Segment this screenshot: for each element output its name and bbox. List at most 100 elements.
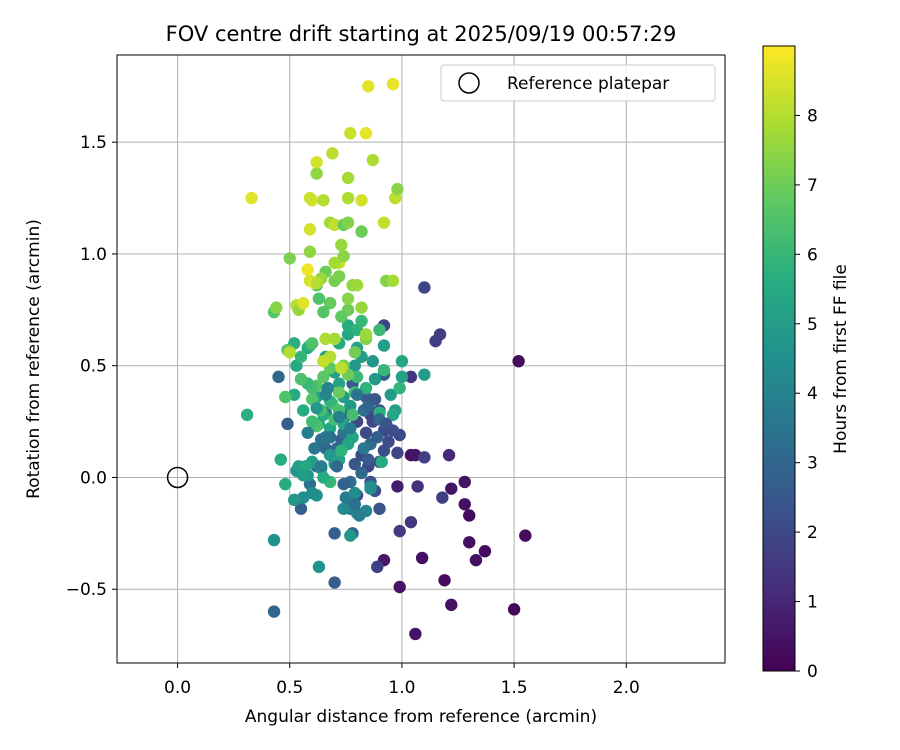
data-point: [301, 263, 314, 276]
data-point: [328, 218, 341, 232]
data-point: [386, 424, 400, 437]
plot-area-frame: [116, 54, 726, 664]
data-point: [359, 381, 373, 395]
data-point: [297, 404, 310, 417]
data-point: [362, 453, 375, 466]
y-tick-label: −0.5: [66, 580, 107, 600]
data-point: [395, 355, 409, 368]
chart-title: FOV centre drift starting at 2025/09/19 …: [166, 22, 677, 46]
data-point: [348, 346, 362, 359]
colorbar-tick-label: 4: [807, 384, 818, 404]
data-point: [317, 355, 330, 368]
data-point: [308, 442, 321, 455]
colorbar-tick-label: 0: [807, 662, 818, 682]
data-point: [267, 533, 281, 547]
colorbar-tick-label: 3: [807, 454, 818, 474]
colorbar-tick-label: 2: [807, 523, 818, 543]
data-point: [312, 560, 326, 574]
legend-box: [440, 64, 716, 102]
x-tick-label: 0.0: [164, 678, 191, 698]
data-point: [279, 390, 292, 404]
data-point: [294, 350, 308, 363]
data-point: [442, 448, 456, 462]
legend-label: Reference platepar: [507, 74, 669, 94]
data-point: [335, 444, 348, 457]
colorbar-tick-label: 6: [807, 245, 818, 265]
data-point: [404, 370, 418, 384]
data-point: [332, 270, 346, 283]
data-point: [353, 509, 366, 522]
data-point: [335, 310, 348, 323]
data-point: [310, 401, 323, 415]
data-point: [341, 216, 355, 229]
data-point: [371, 431, 384, 444]
x-tick-label: 0.5: [276, 678, 303, 698]
data-point: [359, 127, 373, 140]
data-point: [301, 426, 314, 439]
data-point: [328, 332, 341, 346]
legend-reference-marker: [458, 72, 480, 94]
x-axis-ticks: 0.0 0.5 1.0 1.5 2.0: [164, 663, 640, 698]
colorbar-gradient: [762, 45, 796, 672]
data-point: [375, 455, 388, 469]
data-point: [317, 305, 330, 319]
data-point: [458, 498, 471, 511]
data-point: [371, 560, 384, 574]
data-point: [418, 281, 431, 294]
x-tick-label: 1.0: [388, 678, 415, 698]
data-point: [321, 381, 335, 395]
data-point: [344, 529, 357, 542]
data-point: [386, 274, 400, 287]
data-point: [317, 370, 330, 384]
data-point: [337, 249, 350, 263]
data-point: [395, 370, 409, 384]
data-point: [312, 292, 326, 305]
data-point: [317, 194, 330, 207]
data-point: [393, 580, 406, 594]
colorbar: 0 1 2 3 4 5 6 7 8 Hours from first FF file: [762, 45, 851, 682]
data-point: [359, 328, 373, 341]
data-point: [332, 410, 346, 424]
data-point: [303, 245, 317, 258]
data-point: [357, 442, 370, 455]
y-axis-label: Rotation from reference (arcmin): [24, 219, 44, 499]
data-point: [330, 460, 344, 473]
data-point: [366, 355, 379, 368]
colorbar-tick-label: 7: [807, 176, 818, 196]
data-point: [319, 332, 332, 346]
colorbar-label: Hours from first FF file: [831, 264, 851, 454]
data-point: [355, 314, 368, 328]
y-tick-label: 0.0: [80, 468, 107, 488]
data-point: [274, 453, 287, 466]
data-point: [373, 502, 386, 515]
data-point: [391, 446, 404, 460]
colorbar-tick-label: 1: [807, 593, 818, 613]
data-point: [348, 457, 362, 471]
data-point: [281, 417, 294, 431]
data-point: [323, 296, 337, 310]
data-point: [355, 301, 368, 314]
data-point: [272, 370, 285, 384]
legend: Reference platepar: [440, 64, 716, 102]
data-point: [328, 576, 341, 589]
data-point: [404, 515, 418, 529]
data-point: [348, 486, 362, 500]
x-tick-label: 1.5: [501, 678, 528, 698]
y-axis-ticks: −0.5 0.0 0.5 1.0 1.5: [66, 133, 117, 600]
data-point: [297, 296, 310, 310]
data-point: [294, 502, 308, 515]
data-point: [350, 279, 364, 292]
data-point: [355, 466, 368, 480]
data-point: [303, 223, 317, 236]
data-point: [337, 477, 350, 491]
data-point: [341, 292, 355, 305]
data-point: [409, 627, 422, 641]
data-point: [350, 388, 364, 401]
data-point: [463, 536, 476, 549]
data-point: [283, 252, 296, 265]
data-point: [346, 408, 359, 422]
colorbar-ticks: 0 1 2 3 4 5 6 7 8: [795, 106, 818, 682]
data-point: [267, 605, 281, 618]
